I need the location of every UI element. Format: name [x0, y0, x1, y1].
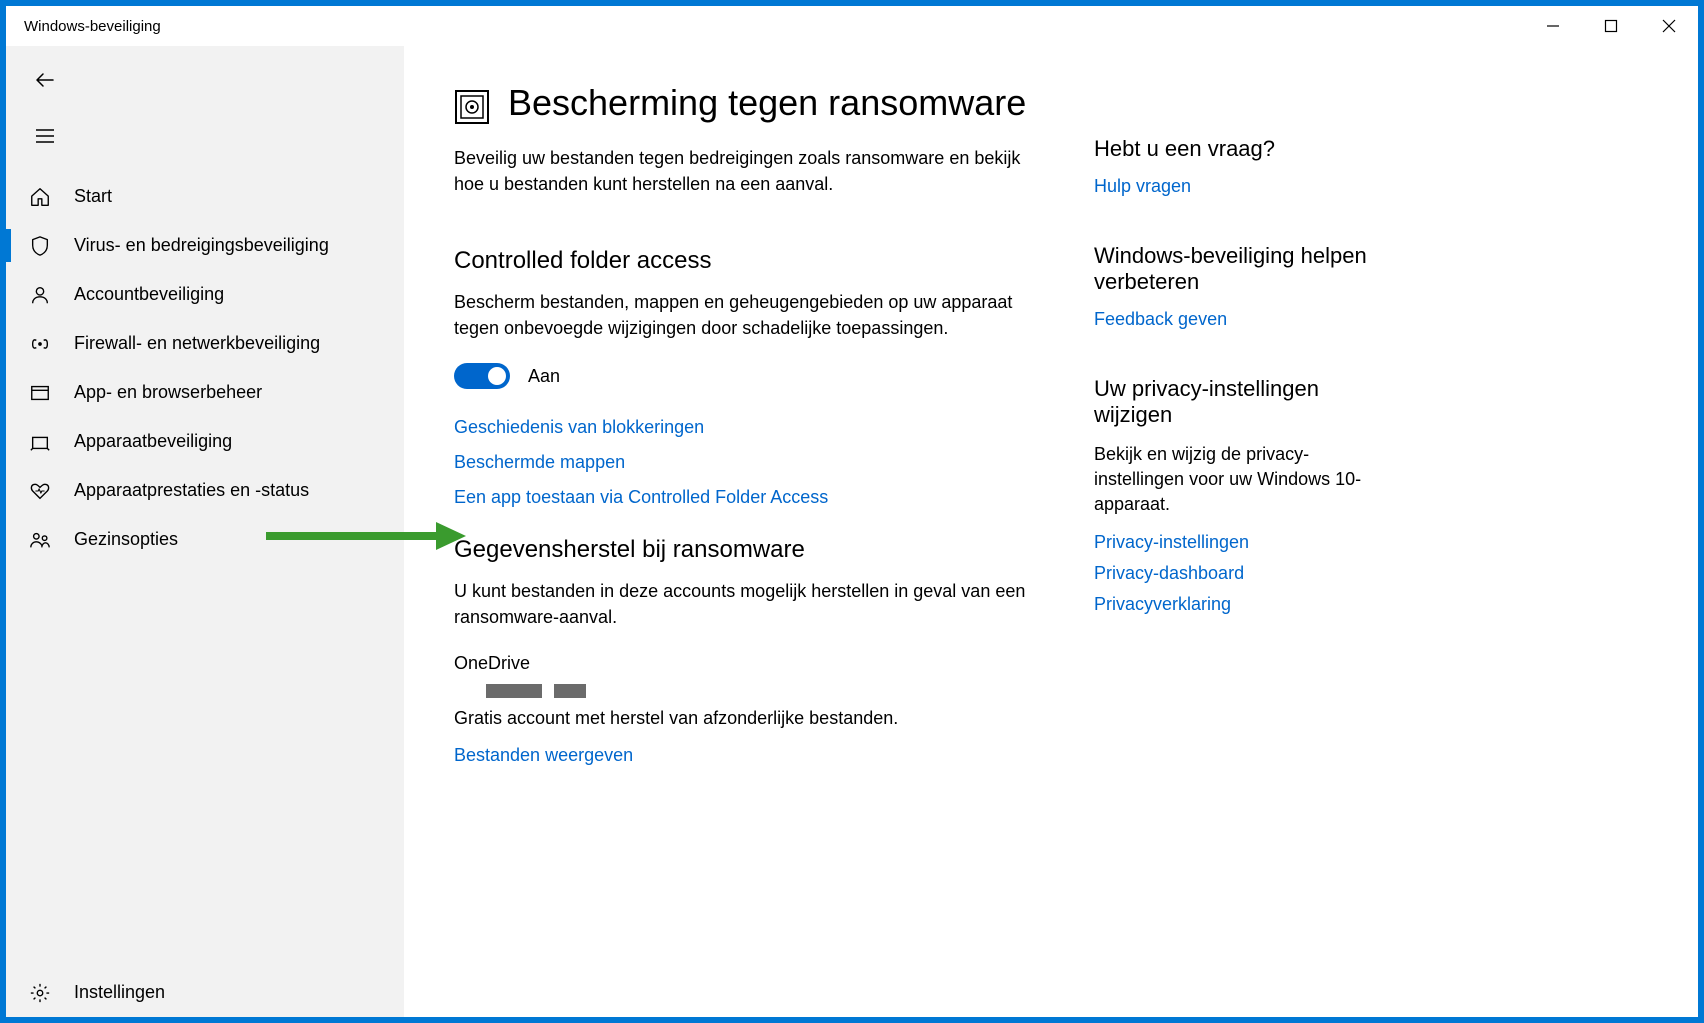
privacy-block: Uw privacy-instellingen wijzigen Bekijk … [1094, 376, 1394, 615]
sidebar-item-account[interactable]: Accountbeveiliging [6, 270, 404, 319]
family-icon [28, 528, 52, 552]
help-heading: Hebt u een vraag? [1094, 136, 1394, 162]
minimize-button[interactable] [1524, 6, 1582, 46]
privacy-settings-link[interactable]: Privacy-instellingen [1094, 532, 1394, 553]
sidebar: Start Virus- en bedreigingsbeveiliging A… [6, 46, 404, 1017]
sidebar-nav: Start Virus- en bedreigingsbeveiliging A… [6, 172, 404, 1017]
sidebar-item-start[interactable]: Start [6, 172, 404, 221]
network-icon [28, 332, 52, 356]
cfa-toggle-row: Aan [454, 363, 1044, 389]
feedback-link[interactable]: Feedback geven [1094, 309, 1394, 330]
maximize-button[interactable] [1582, 6, 1640, 46]
window-controls [1524, 6, 1698, 46]
page-header: Bescherming tegen ransomware [454, 81, 1044, 125]
onedrive-label: OneDrive [454, 653, 1044, 674]
sidebar-item-virus[interactable]: Virus- en bedreigingsbeveiliging [6, 221, 404, 270]
sidebar-item-label: Instellingen [74, 982, 165, 1003]
cfa-desc: Bescherm bestanden, mappen en geheugenge… [454, 289, 1044, 341]
allow-app-link[interactable]: Een app toestaan via Controlled Folder A… [454, 487, 1044, 508]
chip-icon [28, 430, 52, 454]
privacy-heading: Uw privacy-instellingen wijzigen [1094, 376, 1394, 428]
window-title: Windows-beveiliging [24, 18, 161, 35]
page-title: Bescherming tegen ransomware [508, 82, 1026, 124]
block-history-link[interactable]: Geschiedenis van blokkeringen [454, 417, 1044, 438]
body: Start Virus- en bedreigingsbeveiliging A… [6, 46, 1698, 1017]
recovery-desc: U kunt bestanden in deze accounts mogeli… [454, 578, 1044, 630]
person-icon [28, 283, 52, 307]
protected-folders-link[interactable]: Beschermde mappen [454, 452, 1044, 473]
sidebar-bottom: Instellingen [6, 968, 404, 1017]
help-link[interactable]: Hulp vragen [1094, 176, 1394, 197]
sidebar-item-label: Apparaatprestaties en -status [74, 480, 309, 501]
sidebar-item-label: Apparaatbeveiliging [74, 431, 232, 452]
onedrive-desc: Gratis account met herstel van afzonderl… [454, 708, 1044, 729]
back-arrow-icon [33, 68, 57, 92]
app-icon [28, 381, 52, 405]
close-button[interactable] [1640, 6, 1698, 46]
sidebar-item-label: Accountbeveiliging [74, 284, 224, 305]
sidebar-item-settings[interactable]: Instellingen [6, 968, 404, 1017]
page-subtitle: Beveilig uw bestanden tegen bedreigingen… [454, 145, 1044, 197]
side-panel: Hebt u een vraag? Hulp vragen Windows-be… [1094, 81, 1394, 1017]
sidebar-item-label: Virus- en bedreigingsbeveiliging [74, 235, 329, 256]
privacy-desc: Bekijk en wijzig de privacy-instellingen… [1094, 442, 1394, 518]
privacy-dashboard-link[interactable]: Privacy-dashboard [1094, 563, 1394, 584]
sidebar-item-firewall[interactable]: Firewall- en netwerkbeveiliging [6, 319, 404, 368]
sidebar-item-label: Gezinsopties [74, 529, 178, 550]
privacy-statement-link[interactable]: Privacyverklaring [1094, 594, 1394, 615]
content: Bescherming tegen ransomware Beveilig uw… [404, 46, 1698, 1017]
shield-icon [28, 234, 52, 258]
cfa-toggle[interactable] [454, 363, 510, 389]
minimize-icon [1546, 19, 1560, 33]
heart-icon [28, 479, 52, 503]
back-button[interactable] [19, 54, 71, 106]
ransomware-icon [454, 89, 490, 125]
sidebar-item-performance[interactable]: Apparaatprestaties en -status [6, 466, 404, 515]
window: Windows-beveiliging [6, 6, 1698, 1017]
improve-block: Windows-beveiliging helpen verbeteren Fe… [1094, 243, 1394, 330]
sidebar-item-app-browser[interactable]: App- en browserbeheer [6, 368, 404, 417]
hamburger-icon [34, 125, 56, 147]
improve-heading: Windows-beveiliging helpen verbeteren [1094, 243, 1394, 295]
recovery-section: Gegevensherstel bij ransomware U kunt be… [454, 536, 1044, 765]
recovery-title: Gegevensherstel bij ransomware [454, 536, 1044, 564]
home-icon [28, 185, 52, 209]
cfa-toggle-label: Aan [528, 366, 560, 387]
cfa-section: Controlled folder access Bescherm bestan… [454, 247, 1044, 508]
maximize-icon [1604, 19, 1618, 33]
sidebar-item-label: Firewall- en netwerkbeveiliging [74, 333, 320, 354]
toggle-knob [488, 367, 506, 385]
sidebar-item-label: App- en browserbeheer [74, 382, 262, 403]
gear-icon [28, 981, 52, 1005]
help-block: Hebt u een vraag? Hulp vragen [1094, 136, 1394, 197]
cfa-title: Controlled folder access [454, 247, 1044, 275]
sidebar-item-family[interactable]: Gezinsopties [6, 515, 404, 564]
menu-button[interactable] [19, 110, 71, 162]
sidebar-item-label: Start [74, 186, 112, 207]
titlebar: Windows-beveiliging [6, 6, 1698, 46]
view-files-link[interactable]: Bestanden weergeven [454, 745, 1044, 766]
main-column: Bescherming tegen ransomware Beveilig uw… [454, 81, 1044, 1017]
sidebar-item-device-security[interactable]: Apparaatbeveiliging [6, 417, 404, 466]
onedrive-account-redacted [486, 684, 1044, 698]
close-icon [1662, 19, 1676, 33]
